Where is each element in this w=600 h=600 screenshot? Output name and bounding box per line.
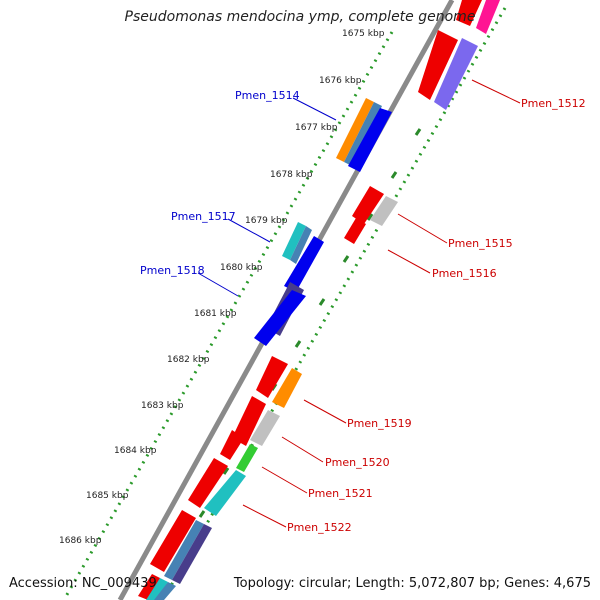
genome-summary: Topology: circular; Length: 5,072,807 bp… xyxy=(233,576,591,591)
gene-bar xyxy=(290,226,312,264)
gene-bar xyxy=(434,38,478,110)
gene-label[interactable]: Pmen_1520 xyxy=(325,456,390,469)
gene-bar xyxy=(146,578,168,600)
tick-label: 1678 kbp xyxy=(270,170,313,180)
tick-label: 1685 kbp xyxy=(86,491,129,501)
gene-bar xyxy=(150,510,196,572)
gc-track-inner xyxy=(163,7,507,597)
gene-bar xyxy=(344,218,366,244)
gene-bar xyxy=(236,444,258,472)
accession-label: Accession: NC_009439 xyxy=(9,576,157,591)
gene-bar xyxy=(250,410,280,446)
gene-features xyxy=(138,0,500,600)
gene-bar xyxy=(284,236,324,292)
gene-bar xyxy=(172,524,212,584)
gene-bar xyxy=(220,430,244,460)
tick-label: 1683 kbp xyxy=(141,401,184,411)
gene-bar xyxy=(138,574,160,600)
gene-label[interactable]: Pmen_1519 xyxy=(347,417,412,430)
tick-label: 1675 kbp xyxy=(342,29,385,39)
gene-bar xyxy=(204,470,246,516)
gene-bar xyxy=(282,222,306,260)
gene-label[interactable]: Pmen_1512 xyxy=(521,97,586,110)
tick-label: 1684 kbp xyxy=(114,446,157,456)
tick-label: 1680 kbp xyxy=(220,263,263,273)
gene-label[interactable]: Pmen_1522 xyxy=(287,521,352,534)
gene-label[interactable]: Pmen_1518 xyxy=(140,264,205,277)
gene-bar xyxy=(348,108,392,172)
gene-bar xyxy=(456,0,482,26)
gene-bar xyxy=(188,458,228,508)
gene-bar xyxy=(344,102,382,166)
gene-label[interactable]: Pmen_1516 xyxy=(432,267,497,280)
gene-bar xyxy=(232,396,266,446)
tick-label: 1679 kbp xyxy=(245,216,288,226)
gene-bar xyxy=(254,290,306,346)
tick-label: 1681 kbp xyxy=(194,309,237,319)
genome-title: Pseudomonas mendocina ymp, complete geno… xyxy=(124,9,476,25)
tick-label: 1682 kbp xyxy=(167,355,210,365)
gene-bar xyxy=(336,98,374,162)
gene-label[interactable]: Pmen_1515 xyxy=(448,237,513,250)
tick-label: 1676 kbp xyxy=(319,76,362,86)
gene-label[interactable]: Pmen_1521 xyxy=(308,487,373,500)
gene-bar xyxy=(352,186,384,224)
gc-track-outer xyxy=(63,31,394,599)
gene-bar xyxy=(476,0,500,34)
gene-bar xyxy=(370,196,398,226)
gene-bar xyxy=(272,368,302,408)
gene-bar xyxy=(164,520,204,580)
tick-label: 1686 kbp xyxy=(59,536,102,546)
gene-bar xyxy=(256,356,288,398)
gene-label[interactable]: Pmen_1514 xyxy=(235,89,300,102)
label-leaders xyxy=(197,79,521,528)
gene-bar xyxy=(418,30,458,100)
tick-label: 1677 kbp xyxy=(295,123,338,133)
gene-label[interactable]: Pmen_1517 xyxy=(171,210,236,223)
gene-bar xyxy=(154,582,176,600)
